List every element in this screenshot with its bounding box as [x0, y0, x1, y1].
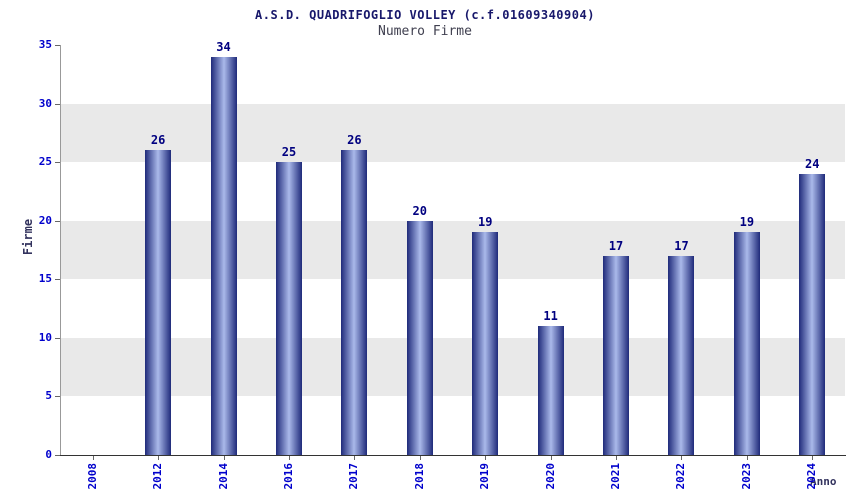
x-tick-label: 2019 [478, 463, 492, 490]
grid-band [60, 279, 845, 338]
bar [537, 326, 564, 455]
y-tick-mark [55, 103, 60, 105]
x-tick-label: 2018 [412, 463, 426, 490]
y-tick-label: 30 [38, 96, 52, 110]
bar-value-label: 17 [608, 238, 624, 253]
y-axis-line [60, 45, 61, 455]
y-tick-label: 5 [45, 389, 52, 403]
y-tick-mark [55, 337, 60, 339]
bar [341, 150, 368, 455]
y-tick-label: 15 [38, 272, 52, 286]
y-tick-label: 20 [38, 213, 52, 227]
grid-band [60, 103, 845, 163]
chart-subtitle: Numero Firme [378, 24, 472, 39]
x-tick-label: 2014 [216, 463, 230, 490]
grid-band [60, 337, 845, 397]
grid-band [60, 162, 845, 221]
grid-band [60, 45, 845, 104]
bar [145, 150, 172, 455]
y-tick-mark [55, 162, 60, 164]
bar-value-label: 11 [543, 309, 558, 324]
y-tick-label: 10 [38, 330, 52, 344]
x-tick-mark [812, 456, 814, 460]
y-tick-mark [55, 455, 60, 456]
x-tick-mark [288, 456, 290, 460]
bar [472, 232, 499, 455]
bar-value-label: 34 [216, 39, 231, 54]
x-tick-mark [158, 456, 160, 460]
bar-value-label: 19 [477, 215, 493, 230]
bar-value-label: 24 [805, 156, 820, 171]
y-tick-mark [55, 45, 60, 46]
x-tick-mark [616, 456, 618, 460]
y-tick-label: 0 [45, 448, 52, 461]
bar [406, 220, 433, 455]
y-tick-mark [55, 396, 60, 398]
bar-value-label: 19 [739, 215, 755, 230]
bar [210, 56, 237, 455]
bar-value-label: 17 [674, 238, 689, 253]
bar [799, 173, 826, 455]
grid-band [60, 220, 845, 280]
y-tick-label: 25 [38, 155, 52, 169]
x-tick-label: 2024 [805, 463, 819, 490]
grid-band [60, 396, 845, 455]
x-tick-mark [419, 456, 421, 460]
x-tick-label: 2022 [674, 463, 688, 490]
bar [733, 232, 760, 455]
x-tick-label: 2021 [609, 463, 623, 490]
x-tick-label: 2008 [85, 463, 99, 490]
x-axis-title: Anno [810, 475, 837, 488]
bar [668, 255, 695, 455]
bar-value-label: 26 [150, 133, 166, 148]
x-tick-label: 2016 [281, 463, 295, 490]
bar [603, 255, 630, 455]
bar-value-label: 25 [281, 145, 297, 160]
bar-value-label: 20 [412, 203, 427, 218]
x-tick-mark [550, 456, 552, 460]
x-tick-label: 2012 [151, 463, 165, 490]
x-tick-mark [223, 456, 225, 460]
y-tick-mark [55, 279, 60, 281]
x-tick-mark [354, 456, 356, 460]
bar-value-label: 26 [347, 133, 362, 148]
x-tick-label: 2023 [739, 463, 753, 490]
x-tick-mark [746, 456, 748, 460]
y-tick-mark [55, 220, 60, 222]
x-tick-mark [92, 456, 94, 460]
bar [275, 162, 302, 455]
x-tick-mark [681, 456, 683, 460]
x-axis-line [60, 455, 846, 456]
x-tick-label: 2017 [347, 463, 361, 490]
chart-title: A.S.D. QUADRIFOGLIO VOLLEY (c.f.01609340… [255, 8, 595, 22]
x-tick-mark [485, 456, 487, 460]
y-tick-label: 35 [38, 38, 52, 51]
x-tick-label: 2020 [543, 463, 557, 490]
